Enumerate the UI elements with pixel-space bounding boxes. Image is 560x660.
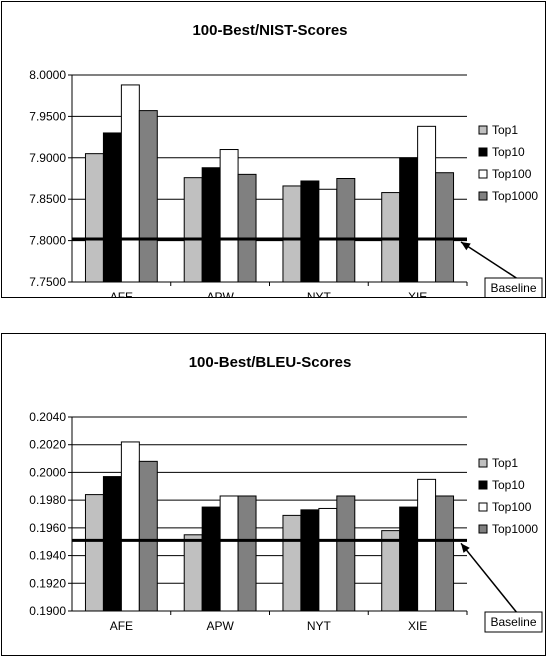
legend-swatch-top1 bbox=[478, 458, 488, 468]
bar-top10 bbox=[399, 506, 419, 612]
y-tick-label: 0.1900 bbox=[29, 604, 66, 618]
bar-top1 bbox=[183, 177, 203, 283]
bar-top1000 bbox=[138, 460, 158, 612]
y-tick-label: 0.1980 bbox=[29, 493, 66, 507]
bar-top1 bbox=[381, 192, 401, 283]
x-tick-label: APW bbox=[206, 619, 234, 633]
y-tick-label: 7.8000 bbox=[29, 234, 66, 248]
bar-top1000 bbox=[237, 495, 257, 612]
legend-label-top1000: Top1000 bbox=[492, 189, 538, 203]
legend-label-top10: Top10 bbox=[492, 145, 525, 159]
bar-top100 bbox=[417, 478, 437, 612]
bar-top1 bbox=[183, 534, 203, 612]
legend-label-top1000: Top1000 bbox=[492, 522, 538, 536]
x-tick-label: XIE bbox=[408, 290, 427, 297]
bar-top10 bbox=[102, 476, 122, 612]
y-tick-label: 7.7500 bbox=[29, 275, 66, 289]
legend-label-top100: Top100 bbox=[492, 500, 532, 514]
x-tick-label: AFE bbox=[110, 619, 133, 633]
bar-top10 bbox=[300, 509, 320, 612]
bleu-chart-panel: 100-Best/BLEU-Scores 0.1900 0.1920 0.1940 0.… bbox=[1, 333, 546, 656]
bleu-chart: 100-Best/BLEU-Scores 0.1900 0.1920 0.1940 0.… bbox=[29, 354, 543, 633]
legend-swatch-top10 bbox=[478, 480, 488, 490]
legend-swatch-top1 bbox=[478, 125, 488, 135]
chart-title: 100-Best/BLEU-Scores bbox=[189, 354, 352, 371]
y-tick-label: 0.2000 bbox=[29, 465, 66, 479]
bar-top100 bbox=[120, 84, 140, 283]
bar-top1 bbox=[84, 153, 104, 283]
legend-swatch-top100 bbox=[478, 169, 488, 179]
baseline-arrow-head bbox=[461, 241, 471, 251]
bar-top10 bbox=[399, 157, 419, 283]
baseline-arrow bbox=[460, 241, 517, 279]
legend-label-top1: Top1 bbox=[492, 123, 518, 137]
x-tick-label: APW bbox=[206, 290, 234, 297]
baseline-arrow-head bbox=[461, 543, 470, 553]
bar-top100 bbox=[120, 441, 140, 612]
bar-top1000 bbox=[237, 173, 257, 283]
bar-top1 bbox=[282, 514, 302, 612]
bar-top100 bbox=[318, 188, 338, 283]
bar-top100 bbox=[219, 149, 239, 283]
bar-top100 bbox=[219, 495, 239, 612]
nist-chart-panel: 100-Best/NIST-Scores 7.7500 7.8000 7.8500 7.… bbox=[1, 1, 546, 304]
bar-top100 bbox=[417, 125, 437, 283]
bar-top10 bbox=[201, 167, 221, 283]
bar-top1000 bbox=[336, 178, 356, 283]
x-tick-label: NYT bbox=[307, 619, 332, 633]
baseline-arrow bbox=[460, 542, 517, 613]
legend-swatch-top1000 bbox=[478, 524, 488, 534]
legend-swatch-top100 bbox=[478, 502, 488, 512]
baseline-callout-box bbox=[484, 611, 543, 633]
y-tick-label: 7.9500 bbox=[29, 109, 66, 123]
bar-top10 bbox=[300, 180, 320, 283]
bar-top10 bbox=[102, 132, 122, 283]
bar-top1000 bbox=[138, 110, 158, 283]
y-tick-label: 0.1940 bbox=[29, 549, 66, 563]
y-tick-label: 0.2040 bbox=[29, 410, 66, 424]
y-tick-label: 7.8500 bbox=[29, 192, 66, 206]
nist-chart: 100-Best/NIST-Scores 7.7500 7.8000 7.8500 7.… bbox=[29, 22, 543, 304]
y-tick-label: 0.1920 bbox=[29, 576, 66, 590]
chart-title: 100-Best/NIST-Scores bbox=[192, 22, 347, 39]
y-tick-label: 7.9000 bbox=[29, 151, 66, 165]
bar-top1 bbox=[381, 530, 401, 612]
legend-label-top100: Top100 bbox=[492, 167, 532, 181]
x-tick-label: XIE bbox=[408, 619, 427, 633]
bar-top1000 bbox=[435, 172, 455, 283]
y-tick-label: 0.1960 bbox=[29, 521, 66, 535]
baseline-callout-label: Baseline bbox=[490, 281, 536, 295]
y-tick-label: 8.0000 bbox=[29, 68, 66, 82]
x-tick-label: AFE bbox=[110, 290, 133, 297]
bar-top1000 bbox=[435, 495, 455, 612]
baseline-callout-label: Baseline bbox=[490, 615, 536, 629]
bar-top10 bbox=[201, 506, 221, 612]
y-tick-label: 0.2020 bbox=[29, 438, 66, 452]
x-tick-label: NYT bbox=[307, 290, 332, 297]
legend-swatch-top10 bbox=[478, 147, 488, 157]
legend-swatch-top1000 bbox=[478, 191, 488, 201]
bar-top100 bbox=[318, 507, 338, 612]
legend-label-top1: Top1 bbox=[492, 456, 518, 470]
bar-top1000 bbox=[336, 495, 356, 612]
bar-top1 bbox=[282, 185, 302, 283]
bar-top1 bbox=[84, 494, 104, 612]
legend-label-top10: Top10 bbox=[492, 478, 525, 492]
